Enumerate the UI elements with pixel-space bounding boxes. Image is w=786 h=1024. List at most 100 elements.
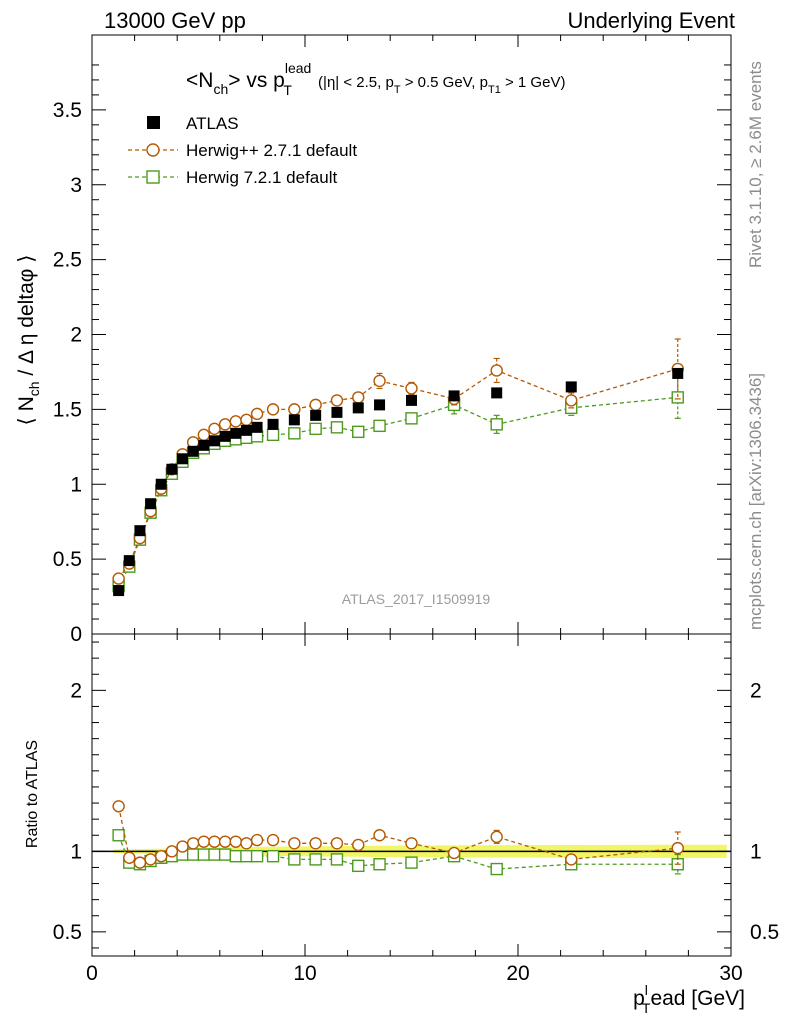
main-y-tick-label: 3.5 (53, 99, 82, 122)
herwigpp-main-point (288, 403, 301, 416)
atlas-main-point (352, 402, 364, 414)
herwigpp-ratio-point (288, 837, 301, 850)
atlas-main-point (198, 439, 210, 451)
atlas-main-point (240, 424, 252, 436)
legend-herwig7-label: Herwig 7.2.1 default (186, 168, 337, 187)
atlas-main-point (113, 585, 125, 597)
herwigpp-main-point (218, 418, 232, 431)
rivet-label: Rivet 3.1.10, ≥ 2.6M events (746, 61, 765, 268)
x-axis-title: pl Tead [GeV] (633, 982, 745, 1016)
herwig7-ratio-point (218, 848, 232, 861)
atlas-main-point (134, 525, 146, 537)
herwigpp-main-point (266, 403, 280, 416)
ratio-y-tick-label-right: 2 (750, 679, 762, 702)
main-y-tick-label: 2 (70, 324, 82, 347)
herwig7-main-point (309, 422, 322, 436)
herwigpp-ratio-point (309, 837, 322, 850)
main-y-tick-label: 3 (70, 174, 82, 197)
herwigpp-main-point (197, 428, 211, 442)
ratio-y-tick-label: 2 (70, 679, 82, 702)
herwig7-ratio-point (288, 853, 301, 866)
herwigpp-ratio-point (671, 841, 684, 855)
ratio-y-tick-label-right: 1 (750, 840, 762, 863)
herwigpp-ratio-point (155, 849, 168, 863)
herwigpp-ratio-point (165, 845, 179, 858)
main-y-tick-label: 1 (70, 473, 82, 496)
herwigpp-main-point (309, 398, 322, 412)
atlas-main-point (208, 435, 220, 447)
main-y-tick-label: 0 (70, 623, 82, 646)
x-tick-label: 30 (719, 962, 742, 985)
herwigpp-ratio-point (176, 840, 189, 853)
atlas-main-series (113, 367, 684, 597)
herwigpp-ratio-point (352, 838, 365, 852)
herwigpp-ratio-point (490, 830, 503, 844)
herwigpp-main-point (229, 415, 242, 428)
herwig7-ratio-point (266, 849, 280, 863)
herwigpp-ratio-point (565, 853, 578, 866)
herwigpp-main-point (490, 364, 503, 377)
herwig7-ratio-point (373, 858, 386, 871)
ratio-plot-area (112, 800, 684, 876)
herwig7-main-point (330, 421, 344, 434)
legend-atlas-marker (147, 116, 160, 129)
herwigpp-ratio-point (186, 837, 200, 850)
legend-herwigpp-marker (146, 143, 160, 157)
atlas-main-point (123, 555, 135, 567)
herwigpp-ratio-series (112, 800, 684, 869)
x-tick-label: 10 (293, 962, 316, 985)
herwig7-ratio-point (197, 848, 211, 861)
atlas-main-point (310, 409, 322, 421)
atlas-main-point (177, 453, 189, 465)
main-y-tick-label: 1.5 (53, 398, 82, 421)
herwig7-ratio-point (330, 853, 344, 866)
legend-herwig7-marker (146, 170, 160, 184)
herwig7-main-point (373, 419, 386, 433)
herwig7-ratio-point (309, 853, 322, 866)
herwigpp-ratio-point (405, 837, 418, 850)
herwigpp-ratio-point (218, 835, 232, 848)
ratio-y-tick-label: 0.5 (53, 921, 82, 944)
atlas-main-point (491, 387, 503, 399)
herwigpp-main-point (250, 407, 264, 421)
legend-atlas-label: ATLAS (186, 114, 239, 133)
atlas-main-point (672, 367, 684, 379)
herwigpp-main-series (112, 338, 684, 585)
atlas-main-point (448, 390, 460, 402)
main-y-axis-title: ⟨ Nch / Δ η deltaφ ⟩ (15, 255, 42, 426)
main-plot-area (112, 338, 684, 597)
main-ticks: 0 0.5 1 1.5 2 2.5 3 3.5 (53, 35, 732, 646)
herwig7-main-point (352, 425, 365, 439)
herwig7-main-series (112, 375, 684, 593)
main-y-tick-label: 2.5 (53, 249, 82, 272)
analysis-id: ATLAS_2017_I1509919 (342, 591, 491, 607)
legend: ATLAS Herwig++ 2.7.1 default Herwig 7.2.… (128, 114, 357, 187)
herwigpp-ratio-point (229, 835, 242, 848)
x-tick-label: 20 (506, 962, 529, 985)
herwigpp-ratio-point (447, 846, 461, 860)
ratio-panel-frame (91, 633, 732, 957)
herwigpp-ratio-point (123, 851, 136, 864)
atlas-main-point (331, 406, 343, 418)
mcplots-label: mcplots.cern.ch [arXiv:1306.3436] (746, 373, 765, 630)
herwigpp-ratio-point (250, 833, 264, 847)
herwig7-main-point (490, 418, 503, 431)
herwigpp-main-point (112, 572, 125, 585)
plot-title: <Nch> vs plead T (|η| < 2.5, pT > 0.5 GeV… (186, 60, 565, 98)
x-tick-label: 0 (86, 962, 98, 985)
herwigpp-ratio-point (112, 800, 125, 813)
ratio-y-tick-label-right: 0.5 (750, 921, 779, 944)
herwig7-main-point (288, 427, 301, 440)
herwigpp-ratio-point (266, 833, 280, 847)
herwigpp-main-point (405, 382, 418, 395)
herwigpp-main-series-line (118, 368, 678, 579)
herwigpp-main-point (565, 394, 578, 407)
herwigpp-main-point (330, 394, 344, 407)
header-right: Underlying Event (567, 8, 735, 33)
atlas-main-point (219, 430, 231, 442)
herwigpp-ratio-point (144, 853, 157, 866)
atlas-main-point (406, 394, 417, 406)
atlas-main-point (166, 463, 178, 475)
herwigpp-main-point (240, 413, 253, 427)
